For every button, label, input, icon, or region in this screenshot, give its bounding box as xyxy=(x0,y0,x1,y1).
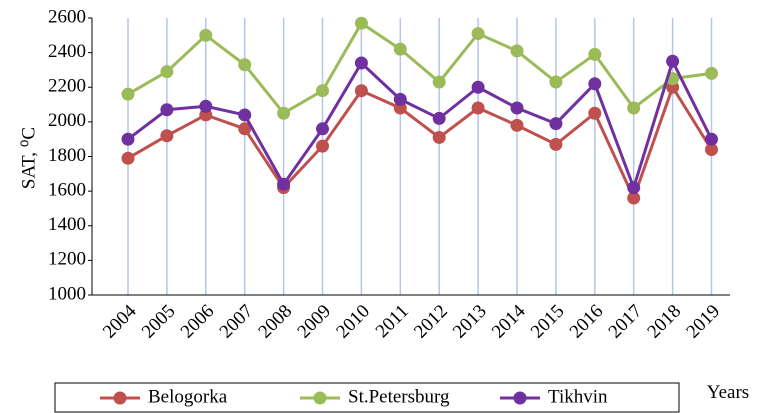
data-point xyxy=(160,129,174,143)
legend-marker xyxy=(513,391,527,405)
x-tick-label: 2016 xyxy=(566,301,608,343)
x-tick-label: 2004 xyxy=(99,300,141,342)
data-point xyxy=(354,16,368,30)
data-point xyxy=(238,58,252,72)
data-point xyxy=(199,99,213,113)
data-point xyxy=(393,42,407,56)
data-point xyxy=(627,191,641,205)
x-tick-label: 2009 xyxy=(293,301,335,343)
y-tick-label: 1000 xyxy=(48,283,86,304)
data-point xyxy=(121,151,135,165)
y-axis-label: SAT, ⁰C xyxy=(18,127,39,189)
x-tick-label: 2015 xyxy=(527,301,569,343)
data-point xyxy=(588,77,602,91)
data-point xyxy=(277,106,291,120)
legend-marker xyxy=(313,391,327,405)
y-tick-label: 1600 xyxy=(48,179,86,200)
x-tick-label: 2008 xyxy=(254,301,296,343)
y-tick-label: 2600 xyxy=(48,6,86,27)
x-tick-label: 2014 xyxy=(488,300,530,342)
data-point xyxy=(588,47,602,61)
x-tick-label: 2013 xyxy=(449,301,491,343)
x-tick-label: 2006 xyxy=(177,301,219,343)
x-tick-label: 2007 xyxy=(216,301,258,343)
data-point xyxy=(354,56,368,70)
data-point xyxy=(627,181,641,195)
y-tick-label: 1800 xyxy=(48,145,86,166)
data-point xyxy=(510,118,524,132)
x-tick-label: 2010 xyxy=(332,301,374,343)
data-point xyxy=(549,75,563,89)
data-point xyxy=(705,66,718,80)
data-point xyxy=(121,87,135,101)
data-point xyxy=(277,177,291,191)
legend-label: Tikhvin xyxy=(548,386,608,407)
data-point xyxy=(316,139,329,153)
data-point xyxy=(705,143,718,157)
data-point xyxy=(238,108,252,122)
data-point xyxy=(160,103,174,117)
data-point xyxy=(316,122,329,136)
x-axis-label: Years xyxy=(707,382,749,403)
data-point xyxy=(510,44,524,58)
y-tick-label: 2400 xyxy=(48,41,86,62)
data-point xyxy=(316,84,329,98)
data-point xyxy=(199,28,213,42)
data-point xyxy=(510,101,524,115)
data-point xyxy=(160,65,174,79)
legend-box xyxy=(54,382,680,413)
x-tick-label: 2019 xyxy=(682,301,724,343)
data-point xyxy=(354,84,368,98)
data-point xyxy=(549,117,563,131)
data-point xyxy=(238,122,252,136)
x-tick-label: 2012 xyxy=(410,301,452,343)
data-point xyxy=(471,80,485,94)
data-point xyxy=(393,92,407,106)
series-line xyxy=(127,57,713,193)
legend-label: Belogorka xyxy=(148,386,228,407)
y-tick-label: 2000 xyxy=(48,110,86,131)
legend-label: St.Petersburg xyxy=(348,386,450,407)
legend-marker xyxy=(113,391,127,405)
data-point xyxy=(432,75,446,89)
data-point xyxy=(432,130,446,144)
data-point xyxy=(549,137,563,151)
data-point xyxy=(471,101,485,115)
data-point xyxy=(432,111,446,125)
y-tick-label: 2200 xyxy=(48,76,86,97)
x-tick-label: 2018 xyxy=(643,301,685,343)
x-tick-label: 2011 xyxy=(372,301,413,342)
data-point xyxy=(666,54,680,68)
x-tick-label: 2005 xyxy=(138,301,180,343)
data-point xyxy=(121,132,135,146)
data-point xyxy=(627,101,641,115)
series-line xyxy=(127,83,713,203)
series-line xyxy=(127,21,712,116)
y-tick-label: 1400 xyxy=(48,214,86,235)
x-tick-label: 2017 xyxy=(605,301,647,343)
data-point xyxy=(705,132,718,146)
data-point xyxy=(588,106,602,120)
y-tick-label: 1200 xyxy=(48,249,86,270)
data-point xyxy=(471,27,485,41)
